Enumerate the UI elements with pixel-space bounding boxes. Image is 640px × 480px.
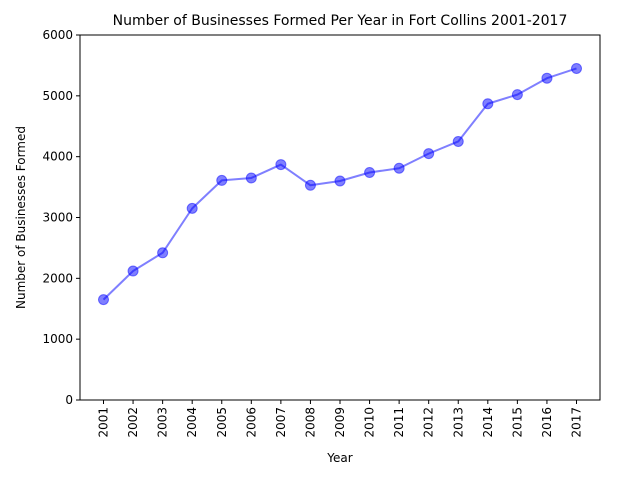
y-axis-label: Number of Businesses Formed	[14, 126, 28, 309]
x-tick-label: 2005	[215, 407, 229, 438]
y-tick-label: 3000	[42, 211, 73, 225]
x-tick-label: 2006	[244, 407, 258, 438]
x-tick-label: 2010	[363, 407, 377, 438]
data-point	[393, 162, 405, 174]
x-tick-label: 2015	[510, 407, 524, 438]
data-point	[364, 166, 376, 178]
y-tick-label: 0	[65, 393, 73, 407]
x-tick-label: 2012	[422, 407, 436, 438]
data-point	[334, 175, 346, 187]
chart-title: Number of Businesses Formed Per Year in …	[113, 13, 568, 29]
x-tick-label: 2007	[274, 407, 288, 438]
y-tick-label: 1000	[42, 332, 73, 346]
data-point	[98, 294, 109, 306]
data-point	[511, 89, 523, 101]
data-point	[482, 98, 494, 110]
x-tick-label: 2017	[570, 407, 584, 438]
data-point	[186, 202, 198, 214]
x-tick-label: 2013	[451, 407, 465, 438]
y-tick-label: 4000	[42, 150, 73, 164]
x-tick-label: 2004	[185, 407, 199, 438]
data-point	[127, 265, 139, 277]
data-point	[157, 247, 169, 259]
x-tick-label: 2009	[333, 407, 347, 438]
x-tick-label: 2011	[392, 407, 406, 438]
y-axis: 0 1000 2000 3000 4000 5000 6000	[42, 28, 80, 407]
data-point	[304, 179, 316, 191]
data-point	[275, 159, 287, 171]
data-point	[571, 62, 582, 74]
x-tick-label: 2014	[481, 407, 495, 438]
x-tick-label: 2003	[156, 407, 170, 438]
x-tick-label: 2002	[126, 407, 140, 438]
x-axis-label: Year	[326, 451, 352, 465]
x-tick-label: 2008	[303, 407, 317, 438]
y-tick-label: 2000	[42, 271, 73, 285]
data-point	[541, 72, 553, 84]
data-point	[423, 148, 435, 160]
x-tick-label: 2001	[97, 407, 111, 438]
y-tick-label: 5000	[42, 89, 73, 103]
plot-frame	[79, 34, 601, 401]
data-point	[245, 172, 257, 184]
x-tick-label: 2016	[540, 407, 554, 438]
y-tick-label: 6000	[42, 28, 73, 42]
data-point	[452, 135, 464, 147]
x-axis: 2001 2002 2003 2004 2005 2006 2007 2008 2009 2010…	[97, 400, 584, 438]
plot-area	[98, 62, 582, 306]
data-point	[216, 174, 228, 186]
